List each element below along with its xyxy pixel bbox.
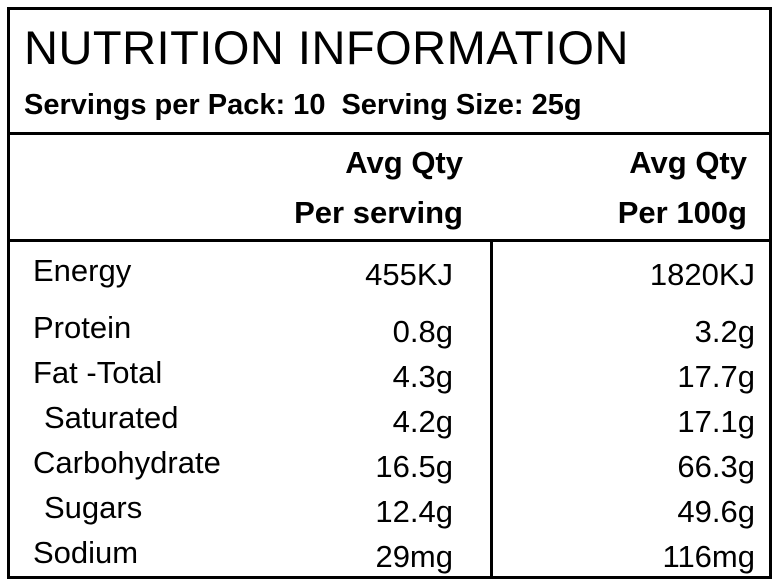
nutrient-rows: Energy 455KJ 1820KJ Protein 0.8g 3.2g Fa… [10,251,769,578]
servings-line: Servings per Pack: 10 Serving Size: 25g [24,86,582,124]
per-serving-value: 4.3g [392,358,453,394]
panel-title: NUTRITION INFORMATION [24,21,629,74]
per-100g-value: 3.2g [694,313,755,349]
table-row: Energy 455KJ 1820KJ [10,251,769,308]
nutrient-name: Saturated [44,399,179,435]
nutrient-name: Sodium [33,534,139,570]
column-header-per-100g-line2: Per 100g [617,195,747,230]
servings-per-pack: Servings per Pack: 10 [24,89,326,121]
nutrient-name: Sugars [44,489,143,525]
per-100g-value: 17.7g [677,358,755,394]
column-header-per-100g: Avg Qty Per 100g [618,138,747,238]
per-100g-value: 66.3g [677,448,755,484]
column-header-per-serving-line1: Avg Qty [345,145,463,180]
per-100g-value: 116mg [662,538,756,574]
per-100g-value: 1820KJ [649,257,755,292]
table-row: Sodium 29mg 116mg [10,533,769,578]
table-row: Protein 0.8g 3.2g [10,308,769,353]
nutrient-name: Energy [33,253,132,288]
serving-size: Serving Size: 25g [341,89,582,121]
nutrient-name: Fat -Total [33,354,163,390]
per-serving-value: 455KJ [365,257,453,292]
per-serving-value: 12.4g [375,493,453,529]
divider-header [10,239,769,242]
divider-top [10,132,769,135]
column-divider [490,241,493,576]
per-serving-value: 16.5g [375,448,453,484]
per-100g-value: 17.1g [677,403,755,439]
table-row: Fat -Total 4.3g 17.7g [10,353,769,398]
per-serving-value: 0.8g [392,313,453,349]
column-header-per-serving: Avg Qty Per serving [294,138,463,238]
nutrient-name: Carbohydrate [33,444,221,480]
table-row: Carbohydrate 16.5g 66.3g [10,443,769,488]
nutrition-panel: NUTRITION INFORMATION Servings per Pack:… [7,7,772,579]
nutrient-name: Protein [33,309,132,345]
per-100g-value: 49.6g [677,493,755,529]
column-header-per-100g-line1: Avg Qty [629,145,747,180]
per-serving-value: 4.2g [392,403,453,439]
per-serving-value: 29mg [375,538,453,574]
table-row: Sugars 12.4g 49.6g [10,488,769,533]
column-header-per-serving-line2: Per serving [294,195,463,230]
table-row: Saturated 4.2g 17.1g [10,398,769,443]
